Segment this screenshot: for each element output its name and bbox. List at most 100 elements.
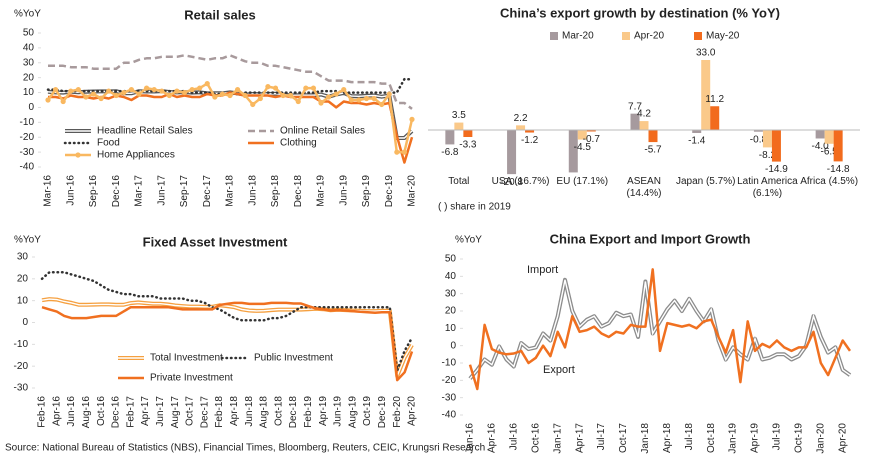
x-tick-label: Mar-20 bbox=[407, 175, 418, 207]
x-tick-label: Jan-19 bbox=[728, 423, 739, 454]
y-tick-label: 10 bbox=[23, 87, 35, 98]
y-tick-label: -30 bbox=[442, 392, 457, 403]
data-label: -6.8 bbox=[441, 147, 459, 158]
data-label: 33.0 bbox=[696, 48, 716, 59]
chart-title: Fixed Asset Investment bbox=[143, 234, 288, 249]
legend-label: Private Investment bbox=[150, 373, 233, 384]
point-marker bbox=[60, 98, 66, 105]
x-tick-label: Sep-19 bbox=[361, 175, 372, 208]
data-label: -5.7 bbox=[644, 145, 662, 156]
x-tick-label: Sep-17 bbox=[179, 175, 190, 208]
chart-title: China’s export growth by destination (% … bbox=[500, 5, 780, 20]
point-marker bbox=[265, 84, 271, 90]
x-tick-label: Apr-16 bbox=[487, 423, 498, 453]
x-tick-label: Dec-19 bbox=[377, 396, 388, 429]
data-label: -14.9 bbox=[765, 164, 788, 175]
point-marker bbox=[189, 86, 195, 93]
y-tick-label: -10 bbox=[14, 339, 29, 350]
bar bbox=[692, 130, 702, 133]
point-marker bbox=[250, 101, 256, 108]
data-label: 7.7 bbox=[628, 101, 642, 112]
x-tick-label: Oct-16 bbox=[96, 396, 107, 426]
point-marker bbox=[75, 86, 81, 93]
point-marker bbox=[310, 85, 317, 91]
y-tick-label: 50 bbox=[23, 28, 35, 39]
x-tick-label: USA (16.7%) bbox=[491, 176, 550, 187]
legend-swatch bbox=[550, 32, 558, 40]
y-tick-label: 0 bbox=[28, 102, 34, 113]
legend-label: Online Retail Sales bbox=[280, 126, 365, 137]
point-marker bbox=[174, 88, 180, 94]
x-tick-label: Oct-16 bbox=[530, 423, 541, 453]
x-tick-label: Apr-19 bbox=[318, 396, 329, 426]
x-tick-label: Aug-19 bbox=[347, 396, 358, 429]
data-label: -6.5 bbox=[821, 146, 839, 157]
point-marker bbox=[371, 95, 377, 102]
legend-label: Home Appliances bbox=[97, 150, 175, 161]
x-tick-label: Apr-16 bbox=[51, 396, 62, 426]
data-label: 2.2 bbox=[514, 113, 528, 124]
x-tick-label: Jan-18 bbox=[640, 423, 651, 454]
x-tick-label: Jul-18 bbox=[684, 423, 695, 451]
source-note: Source: National Bureau of Statistics (N… bbox=[5, 443, 485, 454]
point-marker bbox=[204, 81, 210, 87]
x-tick-label: Dec-17 bbox=[199, 396, 210, 429]
legend-label: Food bbox=[97, 138, 120, 149]
y-tick-label: 20 bbox=[23, 72, 35, 83]
point-marker bbox=[409, 116, 415, 122]
legend-swatch bbox=[622, 32, 630, 40]
bar bbox=[833, 130, 843, 162]
series-line bbox=[41, 301, 414, 382]
point-marker bbox=[90, 91, 97, 97]
data-label: -1.4 bbox=[688, 136, 706, 147]
x-tick-label: Sep-16 bbox=[88, 175, 99, 208]
point-marker bbox=[151, 86, 157, 93]
data-label: -0.7 bbox=[583, 134, 601, 145]
data-label: -20.8 bbox=[500, 177, 523, 188]
data-label: -4.5 bbox=[574, 142, 592, 153]
x-tick-label: Feb-18 bbox=[214, 396, 225, 428]
data-label: -4.0 bbox=[812, 141, 830, 152]
x-tick-label: Jun-16 bbox=[65, 175, 76, 206]
point-marker bbox=[143, 85, 150, 91]
bar bbox=[630, 113, 640, 130]
annotation: Import bbox=[527, 264, 558, 276]
y-tick-label: -20 bbox=[442, 375, 457, 386]
point-marker bbox=[325, 94, 332, 100]
series-line bbox=[468, 277, 852, 380]
point-marker bbox=[121, 89, 127, 96]
x-tick-label: Dec-16 bbox=[111, 396, 122, 429]
data-label: 3.5 bbox=[452, 110, 466, 121]
annotation: Export bbox=[543, 364, 575, 376]
x-tick-label: Aug-17 bbox=[170, 396, 181, 429]
legend-label: Total Investment bbox=[150, 353, 223, 364]
x-tick-label: Oct-19 bbox=[362, 396, 373, 426]
bar bbox=[753, 130, 763, 132]
x-tick-label: Jun-18 bbox=[244, 396, 255, 427]
bar bbox=[639, 121, 649, 130]
point-marker bbox=[280, 92, 286, 99]
point-marker bbox=[242, 92, 248, 99]
point-marker bbox=[288, 92, 294, 99]
point-marker bbox=[52, 86, 59, 93]
legend-marker bbox=[75, 152, 81, 158]
point-marker bbox=[234, 86, 241, 93]
x-tick-label: Apr-17 bbox=[574, 423, 585, 453]
y-tick-label: -40 bbox=[20, 162, 35, 173]
x-tick-label: Oct-17 bbox=[618, 423, 629, 453]
data-label: -8.2 bbox=[759, 150, 777, 161]
point-marker bbox=[272, 85, 279, 91]
y-tick-label: -40 bbox=[442, 410, 457, 421]
x-tick-label: Apr-20 bbox=[407, 396, 418, 426]
note: ( ) share in 2019 bbox=[438, 202, 511, 213]
y-axis-label: %YoY bbox=[14, 235, 41, 246]
data-label: -0.8 bbox=[750, 134, 768, 145]
x-tick-label: Jun-19 bbox=[333, 396, 344, 427]
x-tick-label: Dec-18 bbox=[293, 175, 304, 208]
bar bbox=[445, 130, 455, 145]
x-tick-label: Apr-17 bbox=[140, 396, 151, 426]
point-marker bbox=[45, 97, 51, 103]
bar bbox=[586, 130, 596, 132]
point-marker bbox=[197, 85, 203, 91]
